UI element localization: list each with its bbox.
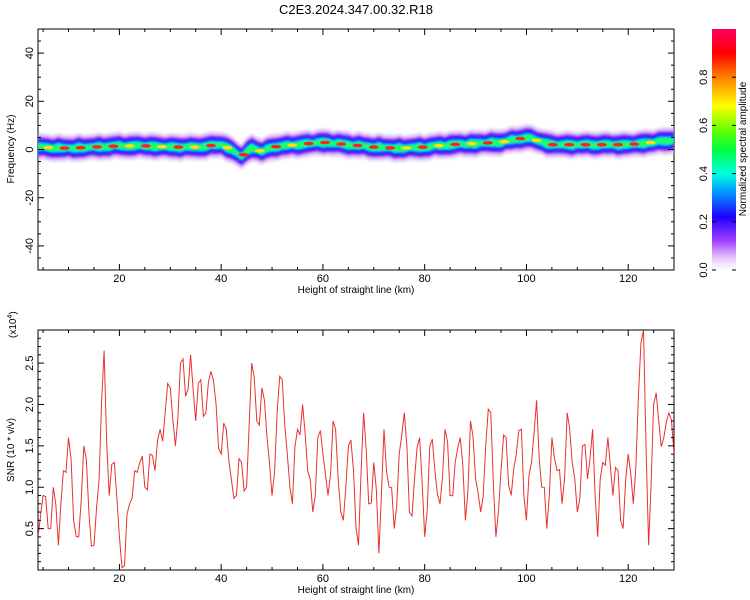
snr-x-axis: 20 40 60 80 100 120 [42, 330, 655, 585]
colorbar-ticks: 0.0 0.2 0.4 0.6 0.8 [698, 70, 736, 278]
heatmap-x-tick-label: 20 [113, 273, 125, 285]
ridge-hotspot [336, 142, 347, 146]
snr-x-tick-label: 40 [215, 573, 227, 585]
ridge-hotspots [43, 136, 656, 157]
snr-y-axis: 0.5 1.0 1.5 2.0 2.5 [24, 337, 674, 563]
ridge-hotspot [433, 143, 444, 148]
ridge-hotspot [320, 140, 330, 145]
snr-x-axis-label: Height of straight line (km) [298, 585, 415, 596]
ridge-hotspot [287, 143, 298, 147]
colorbar-tick-label: 0.0 [698, 262, 710, 277]
heatmap-y-tick-label: 40 [24, 47, 36, 59]
snr-multiplier-exp: 4 [7, 315, 14, 319]
heatmap-x-axis: 20 40 60 80 100 120 [42, 29, 655, 285]
ridge-hotspot [580, 142, 591, 147]
snr-line-series [38, 330, 674, 569]
colorbar-gradient [712, 29, 736, 270]
ridge-hotspot [417, 145, 428, 149]
ridge-hotspot [352, 143, 363, 148]
ridge-hotspot [401, 146, 412, 150]
heatmap-y-tick-label: 20 [24, 95, 36, 107]
snr-multiplier-base: (x10 [8, 318, 19, 338]
snr-multiplier-close: ) [8, 311, 19, 314]
ridge-hotspot [173, 145, 184, 149]
heatmap-y-axis: -40 -20 0 20 40 [24, 40, 674, 259]
snr-line [38, 330, 674, 569]
ridge-hotspot [92, 145, 102, 149]
snr-x-tick-label: 20 [113, 573, 125, 585]
heatmap-y-tick-label: -20 [24, 190, 36, 206]
snr-y-axis-label: SNR (10 * v/v) [6, 418, 17, 482]
ridge-hotspot [75, 145, 86, 150]
heatmap-x-tick-label: 80 [419, 273, 431, 285]
ridge-hotspot [645, 140, 656, 145]
ridge-hotspot [271, 144, 282, 149]
snr-x-tick-label: 120 [619, 573, 637, 585]
snr-panel: 20 40 60 80 100 120 0.5 1.0 1.5 2.0 2.5 Height of… [6, 311, 675, 596]
ridge-hotspot [303, 141, 314, 146]
ridge-hotspot [124, 144, 135, 148]
ridge-hotspot [140, 144, 151, 148]
ridge-hotspot [254, 149, 265, 153]
snr-y-tick-label: 0.5 [24, 521, 36, 536]
ridge-hotspot [108, 144, 119, 148]
ridge-hotspot [59, 146, 70, 150]
heatmap-x-tick-label: 120 [619, 273, 637, 285]
snr-frame [37, 329, 675, 571]
chart-title: C2E3.2024.347.00.32.R18 [279, 2, 433, 17]
snr-y-tick-label: 1.0 [24, 480, 36, 495]
ridge-hotspot [450, 142, 461, 147]
ridge-hotspot [515, 136, 526, 141]
colorbar-tick-label: 0.6 [698, 118, 710, 133]
snr-y-tick-label: 1.5 [24, 438, 36, 453]
colorbar-label: Normalized spectral amplitude [738, 81, 749, 216]
ridge-hotspot [564, 142, 575, 147]
ridge-hotspot [531, 138, 542, 143]
ridge-hotspot [547, 142, 558, 147]
heatmap-ridge [38, 124, 674, 170]
heatmap-y-axis-label: Frequency (Hz) [6, 115, 17, 184]
heatmap-y-tick-label: 0 [24, 146, 36, 152]
ridge-hotspot [189, 145, 200, 149]
ridge-hotspot [596, 142, 607, 147]
heatmap-panel: 20 40 60 80 100 120 -40 -20 0 20 40 Height of str… [6, 28, 675, 296]
snr-x-tick-label: 100 [517, 573, 535, 585]
colorbar-tick-label: 0.4 [698, 166, 710, 181]
heatmap-y-tick-label: -40 [24, 238, 36, 254]
heatmap-x-tick-label: 60 [317, 273, 329, 285]
snr-x-tick-label: 60 [317, 573, 329, 585]
snr-y-tick-label: 2.0 [24, 397, 36, 412]
colorbar: 0.0 0.2 0.4 0.6 0.8 Normalized spectral ampl… [698, 29, 749, 278]
ridge-hotspot [499, 139, 510, 144]
ridge-hotspot [206, 143, 216, 148]
ridge-hotspot [629, 142, 640, 146]
heatmap-x-tick-label: 40 [215, 273, 227, 285]
svg-text:(x104): (x104) [7, 311, 19, 338]
ridge-hotspot [368, 145, 379, 149]
ridge-hotspot [238, 153, 249, 157]
heatmap-x-tick-label: 100 [517, 273, 535, 285]
snr-multiplier: (x104) [7, 311, 19, 338]
ridge-hotspot [466, 141, 477, 146]
ridge-hotspot [385, 146, 396, 150]
snr-y-tick-label: 2.5 [24, 355, 36, 370]
snr-x-tick-label: 80 [419, 573, 431, 585]
ridge-hotspot [222, 145, 233, 150]
colorbar-tick-label: 0.8 [698, 70, 710, 85]
colorbar-tick-label: 0.2 [698, 214, 710, 229]
ridge-hotspot [613, 142, 623, 147]
ridge-hotspot [43, 145, 54, 150]
heatmap-x-axis-label: Height of straight line (km) [298, 285, 415, 296]
ridge-hotspot [482, 141, 493, 145]
ridge-hotspot [157, 144, 168, 149]
